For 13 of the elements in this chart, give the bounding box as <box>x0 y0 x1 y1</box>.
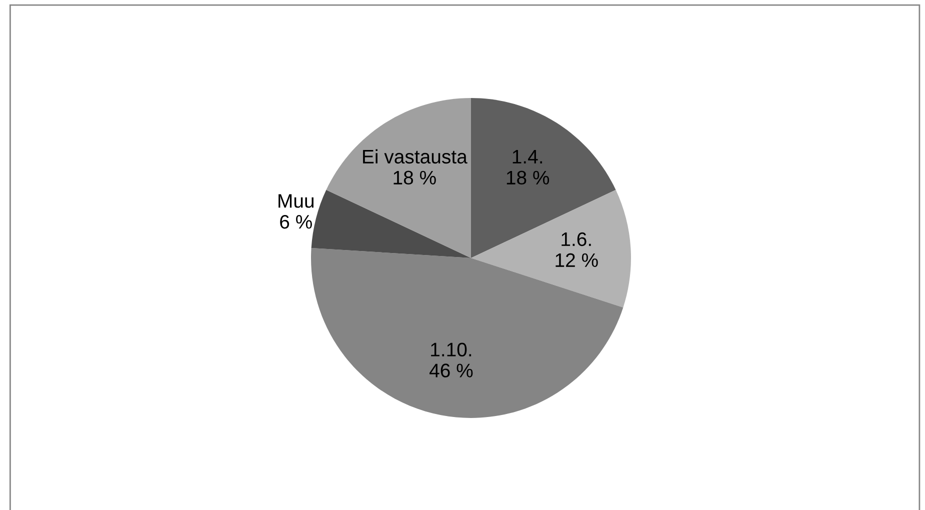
slice-label: 1.4. <box>512 150 542 164</box>
pie-slice <box>471 190 631 308</box>
slice-label: Ei vastausta <box>363 149 468 164</box>
pie-slice <box>311 248 624 418</box>
slice-label: 1.10. <box>431 342 472 356</box>
slice-label: Muu <box>278 194 314 208</box>
data-label: 18 % <box>394 170 436 185</box>
data-label: 18 % <box>506 170 550 185</box>
pie-slice <box>326 98 471 258</box>
data-label: 46 % <box>430 364 473 378</box>
data-label: 12 % <box>556 253 598 267</box>
slice-label: 1.6. <box>562 232 591 246</box>
data-label: 6 % <box>280 214 312 229</box>
